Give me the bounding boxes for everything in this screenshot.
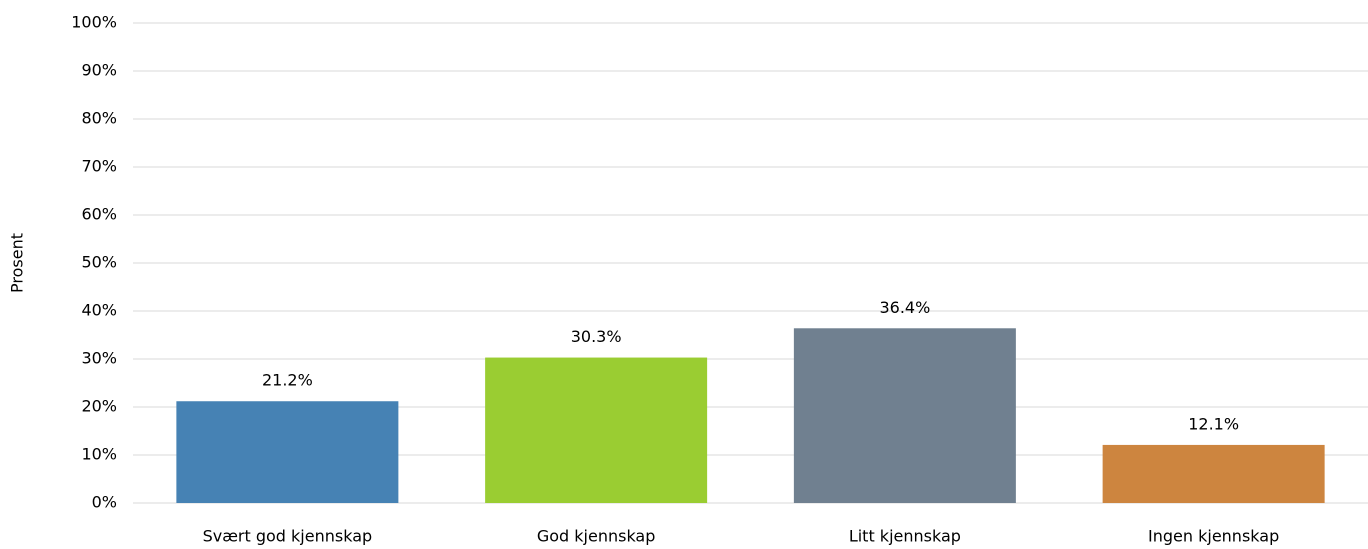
y-tick-label: 70% — [81, 157, 117, 176]
value-label: 36.4% — [879, 298, 930, 317]
x-tick-label: God kjennskap — [537, 527, 656, 546]
x-tick-label: Litt kjennskap — [849, 527, 961, 546]
y-tick-label: 40% — [81, 301, 117, 320]
x-tick-label: Svært god kjennskap — [203, 527, 373, 546]
y-tick-label: 50% — [81, 253, 117, 272]
bar — [176, 401, 399, 503]
y-axis-label: Prosent — [8, 233, 27, 293]
y-tick-label: 20% — [81, 397, 117, 416]
y-tick-label: 30% — [81, 349, 117, 368]
value-label: 12.1% — [1188, 414, 1239, 433]
y-tick-label: 0% — [92, 493, 117, 512]
y-tick-label: 80% — [81, 109, 117, 128]
y-tick-label: 10% — [81, 445, 117, 464]
bar — [793, 328, 1016, 503]
value-label: 21.2% — [262, 371, 313, 390]
y-tick-label: 90% — [81, 61, 117, 80]
y-tick-label: 100% — [71, 13, 117, 32]
y-tick-label: 60% — [81, 205, 117, 224]
x-tick-label: Ingen kjennskap — [1148, 527, 1279, 546]
bar — [485, 357, 708, 503]
bar — [1102, 444, 1325, 503]
value-label: 30.3% — [571, 327, 622, 346]
